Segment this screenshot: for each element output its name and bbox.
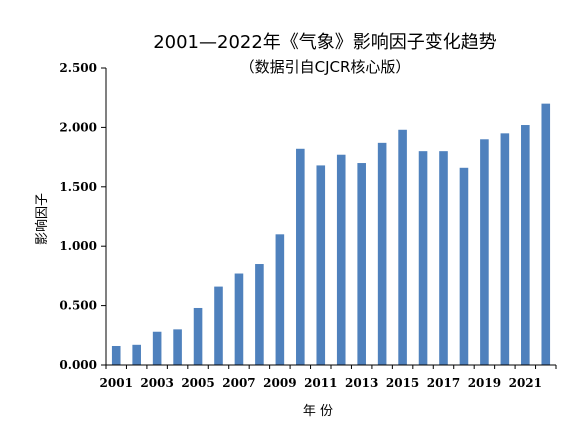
- bar-2007: [234, 273, 244, 365]
- bar-2012: [336, 154, 346, 365]
- x-tick-label: 2019: [468, 376, 501, 390]
- bar-2020: [500, 133, 510, 365]
- bar-2008: [255, 264, 264, 365]
- bar-2006: [214, 286, 223, 365]
- y-axis-title: 影响因子: [34, 193, 50, 245]
- x-tick-label: 2013: [345, 376, 378, 390]
- y-tick-label: 0.000: [59, 358, 97, 372]
- bar-2005: [193, 307, 203, 365]
- x-tick-label: 2011: [304, 376, 337, 390]
- x-axis-ticks: 2001 2003 2005 2007 2009 2011 2013 2015 2017 2019…: [100, 365, 557, 390]
- x-tick-label: 2015: [386, 376, 419, 390]
- bar-2018: [459, 167, 469, 365]
- bar-2013: [357, 163, 366, 365]
- bar-2014: [377, 142, 387, 365]
- bar-2002: [132, 344, 141, 365]
- bar-2004: [173, 329, 182, 365]
- x-tick-label: 2017: [427, 376, 460, 390]
- y-axis-ticks: 0.000 0.500 1.000 1.500 2.000 2.500: [59, 61, 106, 372]
- y-tick-label: 2.000: [59, 120, 97, 134]
- y-tick-label: 0.500: [59, 299, 97, 313]
- bar-2021: [521, 125, 530, 365]
- x-tick-label: 2009: [263, 376, 296, 390]
- y-tick-label: 1.000: [59, 239, 97, 253]
- chart-subtitle: （数据引自CJCR核心版）: [240, 58, 411, 76]
- x-tick-label: 2021: [509, 376, 542, 390]
- x-tick-label: 2003: [140, 376, 173, 390]
- bar-2009: [275, 234, 285, 365]
- bar-2003: [152, 331, 162, 365]
- bar-2001: [111, 345, 121, 365]
- bar-2016: [418, 151, 428, 365]
- y-tick-label: 1.500: [59, 180, 97, 194]
- bar-2011: [316, 165, 326, 365]
- x-tick-label: 2007: [222, 376, 255, 390]
- bar-2015: [398, 129, 407, 365]
- x-tick-label: 2005: [181, 376, 214, 390]
- bar-2019: [480, 139, 489, 365]
- chart-title: 2001—2022年《气象》影响因子变化趋势: [153, 32, 497, 53]
- bar-2022: [541, 103, 551, 365]
- bar-2010: [296, 148, 305, 365]
- bars: [111, 103, 551, 365]
- bar-2017: [439, 151, 448, 365]
- x-tick-label: 2001: [100, 376, 133, 390]
- x-axis-title: 年 份: [303, 404, 333, 419]
- y-tick-label: 2.500: [59, 61, 97, 75]
